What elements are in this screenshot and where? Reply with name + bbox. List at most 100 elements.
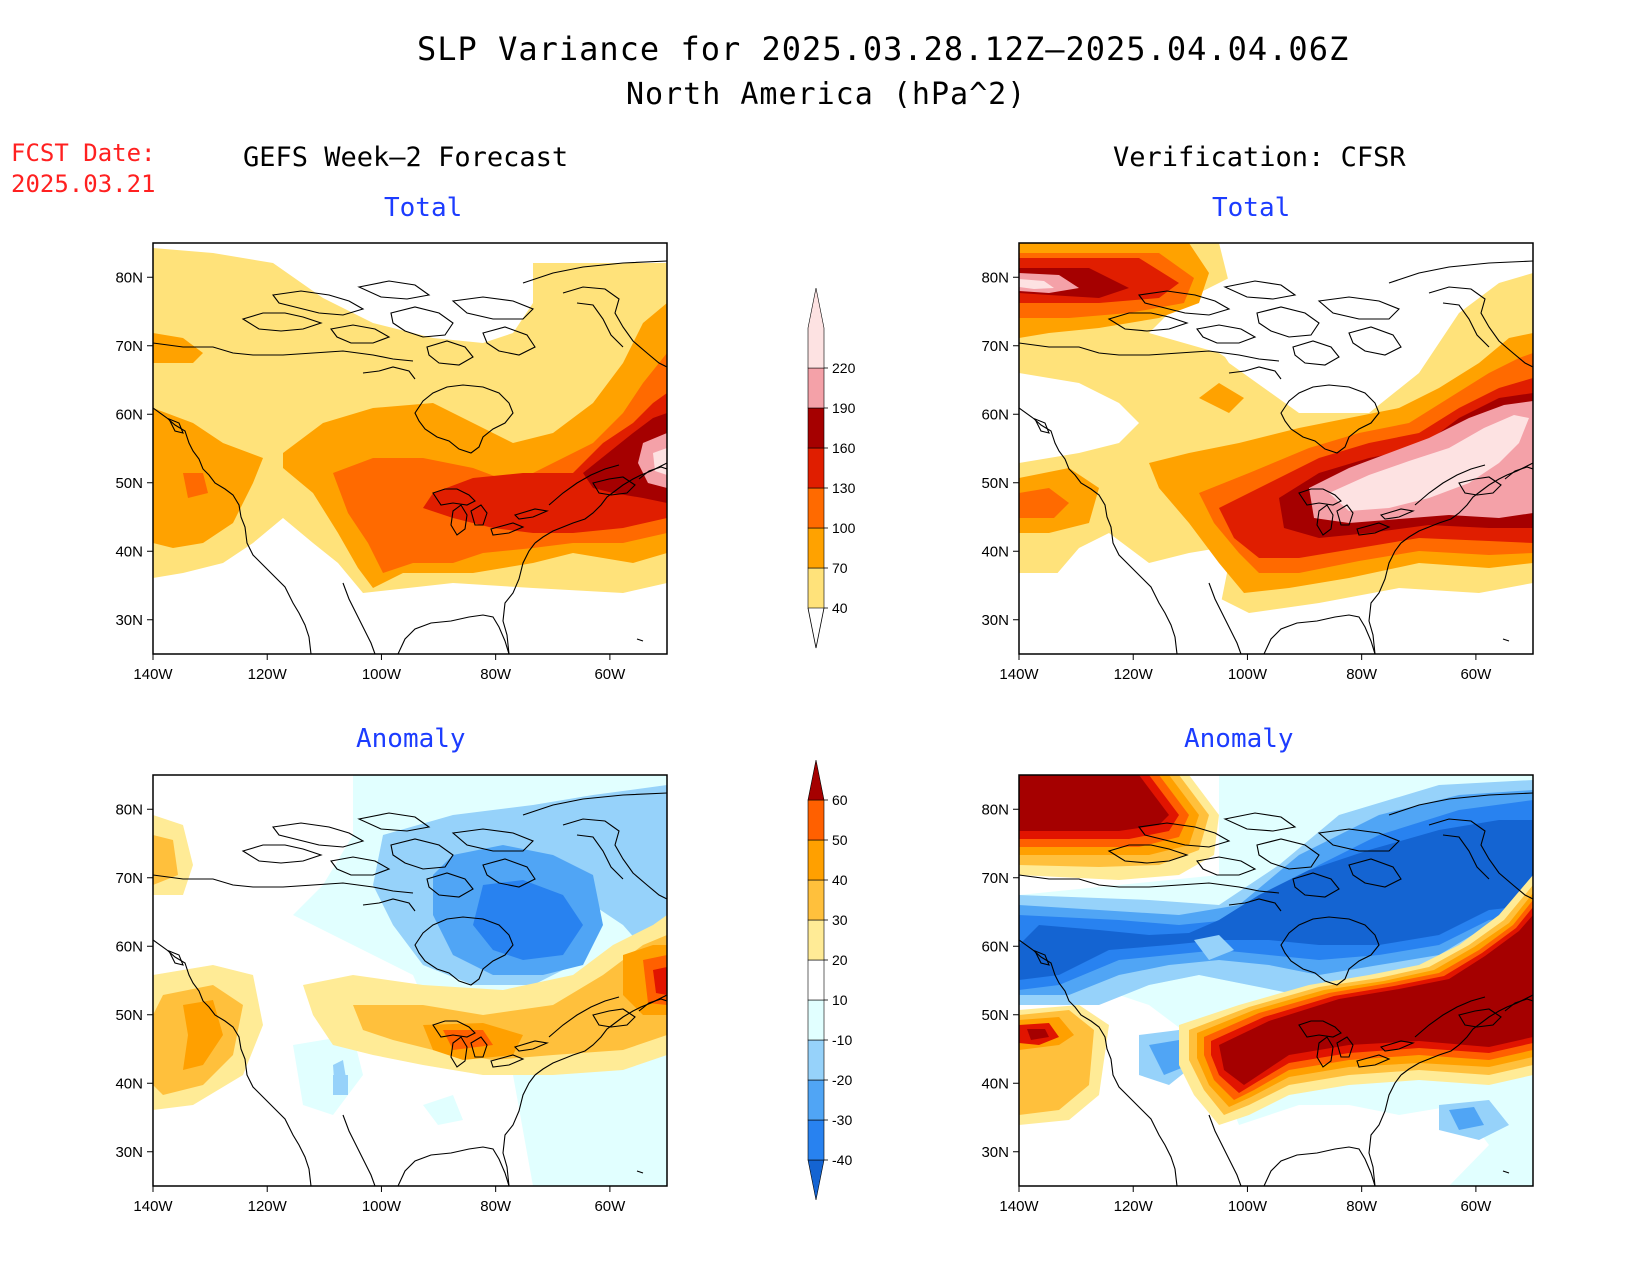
colorbar-anomaly-upper-end xyxy=(807,759,825,801)
colorbar-total-box xyxy=(807,407,825,449)
colorbar-total-box xyxy=(807,447,825,489)
colorbar-total-box xyxy=(807,527,825,569)
colorbar-anomaly-label: 60 xyxy=(832,792,848,808)
colorbar-anomaly-label: -20 xyxy=(832,1072,852,1088)
colorbar-anomaly-label: 50 xyxy=(832,832,848,848)
lon-label-forecast-anomaly: 100W xyxy=(362,1198,402,1215)
section-title-forecast: GEFS Week–2 Forecast xyxy=(243,142,569,173)
lon-label-verification-total: 140W xyxy=(999,666,1039,683)
lon-label-forecast-total: 140W xyxy=(133,666,173,683)
lon-label-forecast-anomaly: 60W xyxy=(594,1198,626,1215)
lat-label-forecast-anomaly: 30N xyxy=(115,1144,143,1161)
colorbar-total-label: 100 xyxy=(832,520,856,536)
lon-label-verification-anomaly: 120W xyxy=(1114,1198,1154,1215)
frame-forecast-total xyxy=(152,242,668,655)
lon-label-verification-total: 120W xyxy=(1114,666,1154,683)
colorbar-anomaly-box xyxy=(807,839,825,881)
lon-label-verification-total: 60W xyxy=(1460,666,1492,683)
colorbar-anomaly-label: -30 xyxy=(832,1112,852,1128)
figure-title: SLP Variance for 2025.03.28.12Z–2025.04.… xyxy=(417,30,1350,68)
colorbar-anomaly: -40 -30 -20 -10 10 20 30 40 50 60 xyxy=(807,759,852,1201)
panel-title-forecast-anomaly: Anomaly xyxy=(356,724,466,754)
lon-label-forecast-anomaly: 140W xyxy=(133,1198,173,1215)
lat-label-verification-total: 50N xyxy=(981,475,1009,492)
colorbar-anomaly-label: -10 xyxy=(832,1032,852,1048)
lat-label-forecast-total: 60N xyxy=(115,406,143,423)
frame-forecast-anomaly xyxy=(152,774,668,1187)
lat-label-verification-anomaly: 80N xyxy=(981,801,1009,818)
colorbar-total-box xyxy=(807,567,825,609)
lat-label-verification-anomaly: 50N xyxy=(981,1007,1009,1024)
lat-label-forecast-anomaly: 70N xyxy=(115,870,143,887)
colorbar-anomaly-box xyxy=(807,1039,825,1081)
lat-label-forecast-anomaly: 50N xyxy=(115,1007,143,1024)
lon-label-verification-total: 100W xyxy=(1228,666,1268,683)
colorbar-anomaly-box xyxy=(807,999,825,1041)
map-forecast-total xyxy=(153,243,667,654)
panel-title-verification-total: Total xyxy=(1212,193,1291,223)
lat-label-verification-total: 40N xyxy=(981,543,1009,560)
colorbar-anomaly-box xyxy=(807,1079,825,1121)
lon-label-verification-anomaly: 140W xyxy=(999,1198,1039,1215)
colorbar-anomaly-label: 20 xyxy=(832,952,848,968)
lat-label-verification-anomaly: 40N xyxy=(981,1075,1009,1092)
lat-label-verification-total: 80N xyxy=(981,269,1009,286)
colorbar-total-label: 40 xyxy=(832,600,848,616)
lon-label-forecast-total: 100W xyxy=(362,666,402,683)
colorbar-total-label: 220 xyxy=(832,360,856,376)
colorbar-anomaly-label: 10 xyxy=(832,992,848,1008)
lat-label-forecast-anomaly: 40N xyxy=(115,1075,143,1092)
colorbar-total-box xyxy=(807,287,825,369)
fcst-date-value: 2025.03.21 xyxy=(11,170,156,198)
colorbar-total-box xyxy=(807,367,825,409)
colorbar-anomaly-box xyxy=(807,1119,825,1161)
frame-verification-total xyxy=(1018,242,1534,655)
lon-label-verification-anomaly: 60W xyxy=(1460,1198,1492,1215)
lat-label-verification-anomaly: 60N xyxy=(981,938,1009,955)
colorbar-anomaly-label: -40 xyxy=(832,1152,852,1168)
panel-title-verification-anomaly: Anomaly xyxy=(1184,724,1294,754)
section-title-verification: Verification: CFSR xyxy=(1113,142,1406,173)
colorbar-total-label: 160 xyxy=(832,440,856,456)
lon-label-forecast-anomaly: 80W xyxy=(480,1198,512,1215)
lat-label-verification-total: 70N xyxy=(981,338,1009,355)
lon-label-forecast-total: 80W xyxy=(480,666,512,683)
lat-label-forecast-total: 40N xyxy=(115,543,143,560)
lon-label-verification-anomaly: 100W xyxy=(1228,1198,1268,1215)
colorbar-total-label: 70 xyxy=(832,560,848,576)
lat-label-forecast-total: 30N xyxy=(115,612,143,629)
lat-label-forecast-total: 80N xyxy=(115,269,143,286)
colorbar-total-label: 130 xyxy=(832,480,856,496)
map-verification-total xyxy=(1019,243,1533,654)
frame-verification-anomaly xyxy=(1018,774,1534,1187)
colorbar-total-box xyxy=(807,487,825,529)
colorbar-anomaly-box xyxy=(807,959,825,1001)
colorbar-anomaly-label: 40 xyxy=(832,872,848,888)
colorbar-total-lower-end xyxy=(807,607,825,649)
lat-label-forecast-total: 70N xyxy=(115,338,143,355)
lon-label-forecast-total: 120W xyxy=(248,666,288,683)
lat-label-verification-total: 30N xyxy=(981,612,1009,629)
lon-label-forecast-anomaly: 120W xyxy=(248,1198,288,1215)
figure-subtitle: North America (hPa^2) xyxy=(626,77,1027,112)
lat-label-verification-total: 60N xyxy=(981,406,1009,423)
colorbar-total-label: 190 xyxy=(832,400,856,416)
colorbar-anomaly-lower-end xyxy=(807,1159,825,1201)
colorbar-total: 40 70 100 130 160 190 220 xyxy=(807,287,856,649)
lat-label-verification-anomaly: 30N xyxy=(981,1144,1009,1161)
panel-title-forecast-total: Total xyxy=(384,193,463,223)
fcst-date-label: FCST Date: xyxy=(11,139,156,167)
lat-label-verification-anomaly: 70N xyxy=(981,870,1009,887)
colorbar-anomaly-label: 30 xyxy=(832,912,848,928)
lat-label-forecast-total: 50N xyxy=(115,475,143,492)
colorbar-anomaly-box xyxy=(807,799,825,841)
lon-label-verification-total: 80W xyxy=(1346,666,1378,683)
colorbar-anomaly-box xyxy=(807,919,825,961)
lon-label-verification-anomaly: 80W xyxy=(1346,1198,1378,1215)
map-forecast-anomaly xyxy=(153,775,667,1186)
lat-label-forecast-anomaly: 80N xyxy=(115,801,143,818)
lon-label-forecast-total: 60W xyxy=(594,666,626,683)
axes-layer: 80N 70N 60N 50N 40N 30N 140W 120W 100W 80W 60W 80N 7… xyxy=(115,269,1492,1215)
lat-label-forecast-anomaly: 60N xyxy=(115,938,143,955)
